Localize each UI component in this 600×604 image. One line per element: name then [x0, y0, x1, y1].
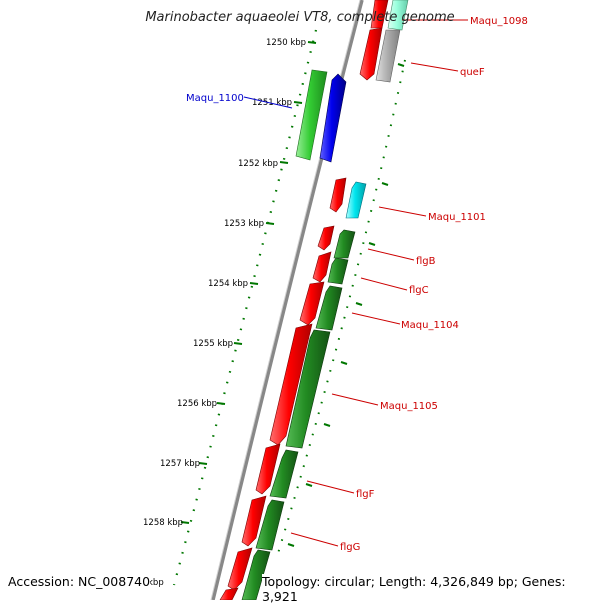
gene-label-Maqu_1101[interactable]: Maqu_1101: [428, 212, 486, 223]
gene-Maqu_1100-arrow: [319, 73, 347, 163]
inner-ruler-ticks: [287, 63, 405, 547]
leader-lines: [243, 19, 468, 547]
tick-unit-suffix: kbp: [148, 578, 164, 588]
gene-red: [299, 281, 325, 326]
gene-label-Maqu_1098[interactable]: Maqu_1098: [470, 16, 528, 27]
tick-label: 1254 kbp: [208, 279, 248, 289]
scale-major-ticks: [180, 41, 317, 524]
backbone-highlight: [210, 0, 361, 600]
top-genes: [359, 0, 409, 83]
gene-Maqu_1101-cyan: [345, 181, 367, 219]
gene-label-flgB[interactable]: flgB: [416, 256, 436, 267]
tick-label: 1252 kbp: [238, 159, 278, 169]
scale-ruler: [172, 29, 318, 586]
gene-red: [312, 251, 332, 283]
gene-label-flgG[interactable]: flgG: [340, 542, 360, 553]
gene-red: [317, 225, 335, 251]
gene-label-Maqu_1100[interactable]: Maqu_1100: [186, 93, 244, 104]
gene-red-top: [359, 27, 383, 81]
gene-green: [285, 329, 331, 449]
gene-label-flgF[interactable]: flgF: [356, 489, 375, 500]
backbone-line: [211, 0, 364, 600]
outer-blue-strand-features: [295, 69, 347, 163]
reverse-genes: [241, 181, 367, 600]
gene-green: [255, 499, 285, 551]
scale-labels: 1250 kbp 1251 kbp 1252 kbp 1253 kbp 1254…: [143, 38, 306, 528]
map-title: Marinobacter aquaeolei VT8, complete gen…: [145, 10, 455, 25]
gene-label-flgC[interactable]: flgC: [409, 285, 429, 296]
tick-label: 1253 kbp: [224, 219, 264, 229]
gene-red: [241, 495, 267, 547]
gene-green: [269, 449, 299, 499]
gene-green: [333, 229, 356, 259]
gene-green: [327, 257, 349, 285]
accession-text: Accession: NC_008740: [8, 574, 151, 589]
gene-green-light-arrow: [295, 69, 328, 161]
gene-label-queF[interactable]: queF: [460, 67, 485, 78]
tick-label: 1255 kbp: [193, 339, 233, 349]
gene-green: [241, 549, 271, 600]
gene-mint-top: [387, 0, 409, 31]
tick-label: 1250 kbp: [266, 38, 306, 48]
gene-red-top2: [370, 0, 389, 29]
gene-label-Maqu_1105[interactable]: Maqu_1105: [380, 401, 438, 412]
gene-red: [219, 587, 239, 600]
forward-genes: [219, 177, 347, 600]
gene-labels: Maqu_1098 queF Maqu_1100 Maqu_1101 flgB …: [186, 16, 528, 553]
tick-label: 1258 kbp: [143, 518, 183, 528]
gene-red: [329, 177, 347, 213]
gene-red: [255, 443, 281, 495]
tick-label: 1256 kbp: [177, 399, 217, 409]
gene-red: [269, 323, 313, 446]
tick-label: 1257 kbp: [160, 459, 200, 469]
inner-ruler: [275, 59, 406, 561]
gene-label-Maqu_1104[interactable]: Maqu_1104: [401, 320, 459, 331]
gene-green: [315, 285, 343, 331]
topology-text: Topology: circular; Length: 4,326,849 bp…: [262, 574, 600, 604]
